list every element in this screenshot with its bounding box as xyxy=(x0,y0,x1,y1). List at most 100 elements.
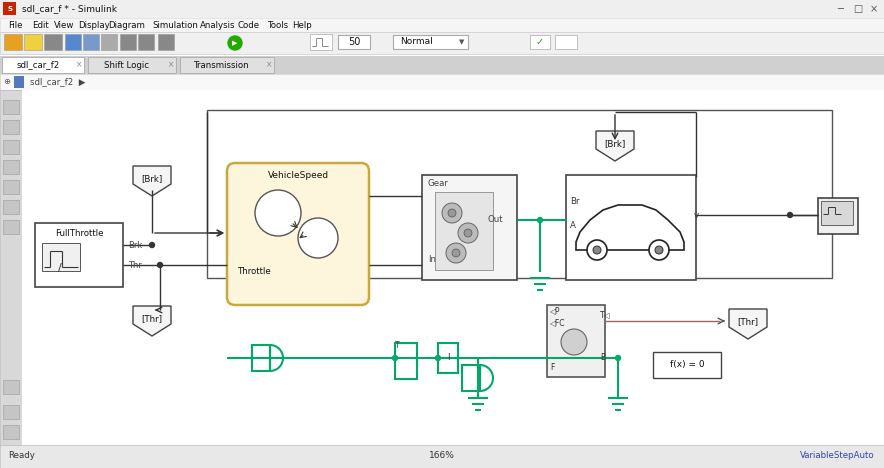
Text: [Thr]: [Thr] xyxy=(141,314,163,323)
Text: In: In xyxy=(428,256,436,264)
Text: Gear: Gear xyxy=(428,180,449,189)
Bar xyxy=(3,2,16,15)
Circle shape xyxy=(615,356,621,360)
Bar xyxy=(138,34,154,50)
Text: /: / xyxy=(58,263,62,273)
Bar xyxy=(24,34,42,50)
Bar xyxy=(2,57,84,73)
Bar xyxy=(42,243,80,271)
Text: [Brk]: [Brk] xyxy=(605,139,626,148)
Bar xyxy=(393,35,468,49)
Bar xyxy=(0,56,884,74)
Circle shape xyxy=(561,329,587,355)
Bar xyxy=(3,220,19,234)
Bar xyxy=(3,160,19,174)
Circle shape xyxy=(436,356,440,360)
Text: Out: Out xyxy=(488,215,504,225)
Text: Diagram: Diagram xyxy=(108,21,145,29)
Text: VariableStepAuto: VariableStepAuto xyxy=(800,452,875,461)
Text: T: T xyxy=(395,342,400,351)
Text: ◁P: ◁P xyxy=(550,307,560,315)
Bar xyxy=(83,34,99,50)
Bar xyxy=(462,365,480,391)
Text: v: v xyxy=(694,211,699,219)
Text: Analysis: Analysis xyxy=(200,21,235,29)
Text: ×: × xyxy=(76,60,82,70)
Text: sdl_car_f2: sdl_car_f2 xyxy=(17,60,59,70)
Bar xyxy=(120,34,136,50)
Circle shape xyxy=(788,212,792,218)
Circle shape xyxy=(452,249,460,257)
Text: Help: Help xyxy=(292,21,312,29)
Text: File: File xyxy=(8,21,22,29)
Circle shape xyxy=(446,243,466,263)
Text: ▶: ▶ xyxy=(232,40,238,46)
Bar xyxy=(3,405,19,419)
Polygon shape xyxy=(133,306,171,336)
Circle shape xyxy=(448,209,456,217)
Text: View: View xyxy=(54,21,74,29)
Text: VehicleSpeed: VehicleSpeed xyxy=(268,170,329,180)
Text: Simulation: Simulation xyxy=(152,21,198,29)
Text: A: A xyxy=(570,220,575,229)
Bar xyxy=(35,223,123,287)
Bar xyxy=(0,74,884,90)
Circle shape xyxy=(649,240,669,260)
Bar xyxy=(14,76,24,88)
Text: 50: 50 xyxy=(347,37,360,47)
Circle shape xyxy=(655,246,663,254)
Text: Transmission: Transmission xyxy=(194,60,250,70)
Bar xyxy=(821,201,853,225)
Text: ×: × xyxy=(870,4,878,14)
Circle shape xyxy=(593,246,601,254)
Circle shape xyxy=(442,203,462,223)
Bar xyxy=(0,32,884,54)
Text: ✓: ✓ xyxy=(536,37,544,47)
Text: □: □ xyxy=(853,4,863,14)
Bar xyxy=(0,0,884,18)
Bar xyxy=(207,110,832,278)
Text: [Thr]: [Thr] xyxy=(737,317,758,327)
Circle shape xyxy=(537,218,543,222)
Text: Shift Logic: Shift Logic xyxy=(104,60,149,70)
Text: ◁FC: ◁FC xyxy=(550,319,566,328)
Text: Throttle: Throttle xyxy=(238,268,272,277)
Text: 166%: 166% xyxy=(429,452,455,461)
Bar xyxy=(653,352,721,378)
Text: ─: ─ xyxy=(837,4,843,14)
Polygon shape xyxy=(729,309,767,339)
Bar xyxy=(101,34,117,50)
Text: ▼: ▼ xyxy=(460,39,465,45)
Bar xyxy=(555,35,577,49)
Bar xyxy=(3,200,19,214)
Text: B: B xyxy=(600,353,606,363)
Circle shape xyxy=(587,240,607,260)
Bar xyxy=(422,175,517,280)
Bar xyxy=(3,140,19,154)
Text: S: S xyxy=(7,6,12,12)
Circle shape xyxy=(464,229,472,237)
Text: [Brk]: [Brk] xyxy=(141,175,163,183)
Bar xyxy=(566,175,696,280)
Polygon shape xyxy=(133,166,171,196)
Bar xyxy=(4,34,22,50)
Bar xyxy=(310,34,332,50)
Bar xyxy=(158,34,174,50)
Circle shape xyxy=(458,223,478,243)
Circle shape xyxy=(298,218,338,258)
FancyBboxPatch shape xyxy=(227,163,369,305)
Bar xyxy=(65,34,81,50)
Circle shape xyxy=(228,36,242,50)
Text: ⊕: ⊕ xyxy=(4,78,11,87)
Bar xyxy=(3,180,19,194)
Text: Edit: Edit xyxy=(32,21,49,29)
Text: Normal: Normal xyxy=(400,37,433,46)
Bar xyxy=(3,100,19,114)
Bar xyxy=(3,120,19,134)
Text: Thr: Thr xyxy=(128,261,141,270)
Bar xyxy=(0,18,884,32)
Bar xyxy=(435,192,493,270)
Bar xyxy=(547,305,605,377)
Circle shape xyxy=(149,242,155,248)
Bar xyxy=(3,380,19,394)
